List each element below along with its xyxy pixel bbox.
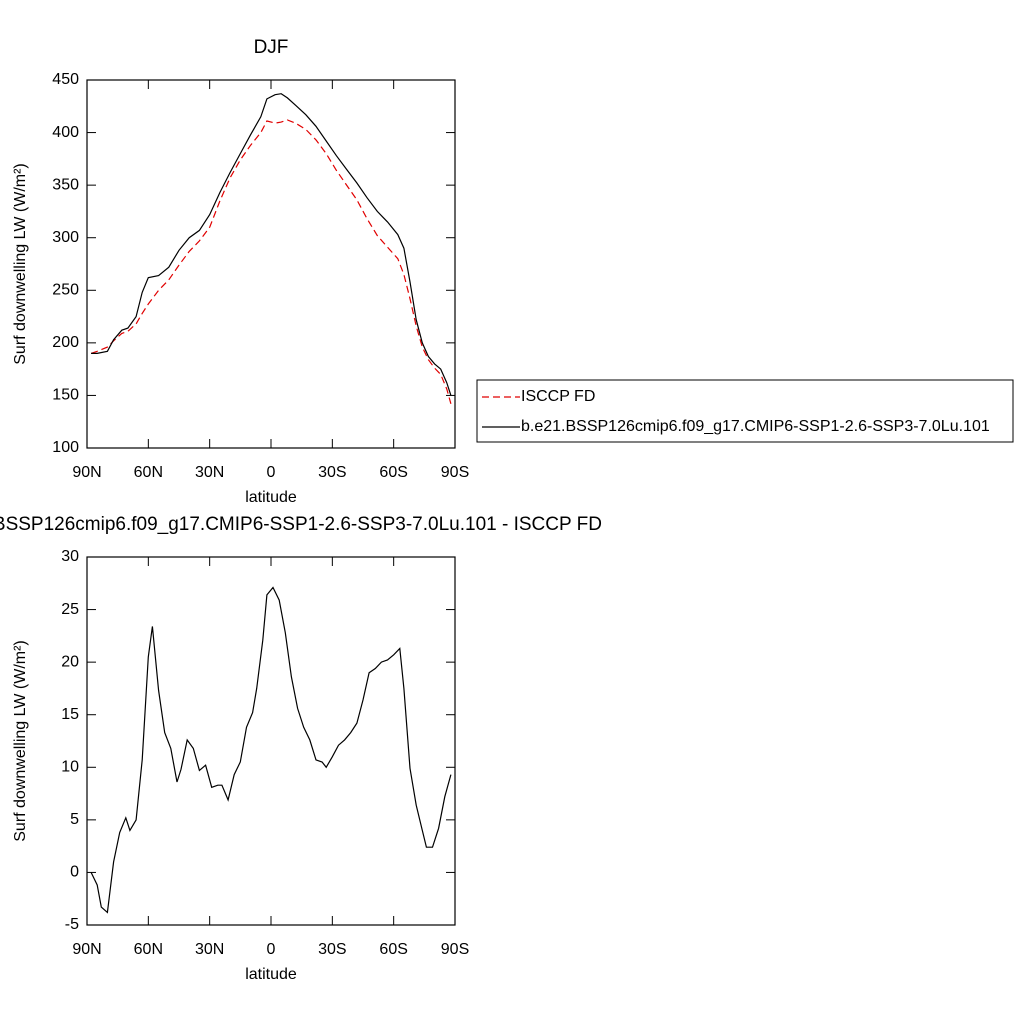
y-tick-label: 250 [52, 282, 79, 299]
y-tick-label: 400 [52, 124, 79, 141]
legend-box [476, 379, 1014, 443]
x-tick-label: 60S [379, 941, 407, 958]
y-tick-label: 30 [61, 548, 79, 565]
x-tick-label: 90S [441, 941, 469, 958]
x-axis-label: latitude [245, 489, 297, 506]
x-tick-label: 30S [318, 941, 346, 958]
x-tick-label: 60N [134, 464, 163, 481]
x-axis-label: latitude [245, 966, 297, 983]
x-tick-label: 60N [134, 941, 163, 958]
x-tick-label: 30S [318, 464, 346, 481]
y-tick-label: 450 [52, 71, 79, 88]
plot-frame [86, 79, 456, 449]
data-line [91, 93, 452, 396]
data-line [90, 119, 452, 404]
y-tick-label: 0 [70, 864, 79, 881]
y-axis-label: Surf downwelling LW (W/m²) [12, 163, 29, 365]
y-tick-label: 20 [61, 653, 79, 670]
chart-title: b.e21.BSSP126cmip6.f09_g17.CMIP6-SSP1-2.… [0, 514, 602, 535]
chart-title: DJF [254, 37, 289, 58]
y-tick-label: 10 [61, 759, 79, 776]
x-tick-label: 90S [441, 464, 469, 481]
legend-label: b.e21.BSSP126cmip6.f09_g17.CMIP6-SSP1-2.… [521, 418, 990, 435]
x-tick-label: 30N [195, 941, 224, 958]
y-tick-label: 300 [52, 229, 79, 246]
legend-label: ISCCP FD [521, 388, 595, 405]
x-tick-label: 90N [72, 941, 101, 958]
x-tick-label: 60S [379, 464, 407, 481]
y-tick-label: 15 [61, 706, 79, 723]
y-tick-label: 100 [52, 439, 79, 456]
data-line [90, 586, 452, 914]
plot-frame [86, 556, 456, 926]
y-tick-label: 25 [61, 601, 79, 618]
y-axis-label: Surf downwelling LW (W/m²) [12, 640, 29, 842]
y-tick-label: 150 [52, 387, 79, 404]
x-tick-label: 0 [267, 464, 276, 481]
x-tick-label: 30N [195, 464, 224, 481]
x-tick-label: 0 [267, 941, 276, 958]
y-tick-label: 5 [70, 811, 79, 828]
y-tick-label: -5 [65, 916, 79, 933]
y-tick-label: 200 [52, 334, 79, 351]
x-tick-label: 90N [72, 464, 101, 481]
y-tick-label: 350 [52, 176, 79, 193]
